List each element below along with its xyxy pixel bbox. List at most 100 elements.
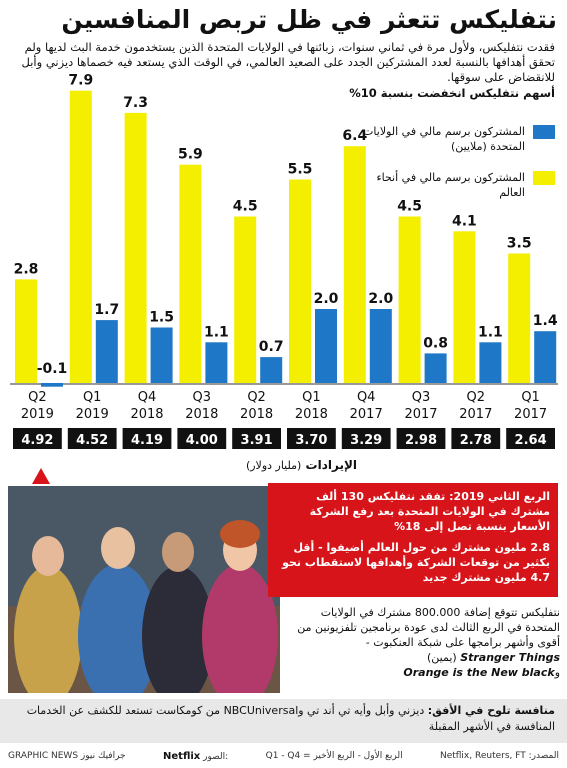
tick-label-quarter: Q3 (193, 390, 212, 405)
tick-label-year: 2017 (514, 407, 547, 422)
forecast-show-2: Orange is the New black (403, 666, 555, 679)
bar-global (453, 231, 476, 383)
tick-label-year: 2019 (21, 407, 54, 422)
bar-label-us: 0.7 (259, 339, 284, 355)
bar-us (95, 320, 118, 383)
horizon-note: منافسة تلوح في الأفق: ديزني وأبل وأيه تي… (0, 699, 567, 743)
revenue-unit: (مليار دولار) (245, 459, 302, 472)
revenue-cell (451, 428, 501, 449)
bar-global (289, 179, 311, 383)
bar-us (315, 309, 337, 383)
alert-pointer (32, 468, 50, 484)
alert-box: الربع الثاني 2019: تفقد نتفليكس 130 ألف … (268, 483, 558, 597)
revenue-value: 2.78 (460, 433, 492, 448)
bar-us (534, 331, 557, 383)
bar-us (205, 342, 228, 383)
bar-label-us: 0.8 (423, 335, 448, 351)
footer-agency: GRAPHIC NEWS جرافيك نيوز (8, 751, 126, 761)
bar-label-us: 1.5 (149, 310, 174, 326)
bar-us (424, 353, 447, 383)
revenue-value: 4.19 (131, 433, 163, 448)
forecast-note: نتفليكس تتوقع إضافة 800.000 مشترك في الو… (290, 605, 560, 680)
revenue-value: 4.00 (186, 433, 218, 448)
tick-label-year: 2018 (240, 407, 273, 422)
revenue-value: 4.52 (76, 433, 108, 448)
revenue-cell (396, 428, 446, 449)
revenue-value: 3.29 (350, 433, 382, 448)
tick-label-quarter: Q3 (412, 390, 431, 405)
tick-label-quarter: Q1 (302, 390, 321, 405)
forecast-show-2-prefix: و (554, 666, 560, 679)
bar-global (343, 146, 366, 383)
tick-label-quarter: Q2 (247, 390, 266, 405)
bar-label-global: 4.5 (397, 199, 422, 215)
legend-label-us: المشتركون برسم مالي في الولايات المتحدة … (363, 125, 525, 153)
tick-label-year: 2018 (185, 407, 218, 422)
bar-global (398, 216, 421, 383)
bar-us (41, 383, 63, 387)
footer-quarter-note: Q1 - Q4 = الربع الأول - الربع الأخير (265, 751, 403, 761)
tick-label-year: 2018 (130, 407, 163, 422)
alert-paragraph-1: الربع الثاني 2019: تفقد نتفليكس 130 ألف … (309, 490, 550, 533)
revenue-cell (122, 428, 172, 449)
bar-label-global: 7.9 (68, 73, 93, 89)
bar-us (479, 342, 502, 383)
horizon-label: منافسة تلوح في الأفق: (427, 704, 555, 717)
revenue-cell (506, 428, 555, 449)
tick-label-quarter: Q4 (357, 390, 376, 405)
bar-label-global: 6.4 (342, 128, 367, 144)
bar-label-global: 5.5 (288, 162, 313, 178)
bar-label-us: 2.0 (368, 291, 393, 307)
footer: GRAPHIC NEWS جرافيك نيوز Netflix الصور: … (8, 747, 559, 765)
revenue-cell (13, 428, 62, 449)
bar-global (69, 90, 92, 383)
bar-label-us: 1.1 (478, 324, 503, 340)
tick-label-quarter: Q2 (467, 390, 486, 405)
legend-label-global: المشتركون برسم مالي في أنحاء العالم (376, 171, 525, 199)
legend-swatch-global (533, 171, 555, 185)
revenue-value: 2.64 (515, 433, 547, 448)
forecast-show-1: Stranger Things (460, 651, 560, 664)
legend-swatch-us (533, 125, 555, 139)
bar-label-us: 1.7 (94, 302, 119, 318)
subscriber-bar-chart: 2.8 -0.1 Q2 2019 4.92 7.9 1.7 Q1 2019 4.52 7.3 1.5 Q… (10, 73, 558, 449)
tick-label-year: 2017 (459, 407, 492, 422)
footer-photo-label: الصور: (203, 751, 229, 762)
revenue-value: 4.92 (21, 433, 53, 448)
bar-global (15, 279, 37, 383)
bar-label-us: 1.4 (533, 313, 558, 329)
tick-label-year: 2017 (404, 407, 437, 422)
revenue-value: 3.91 (241, 433, 273, 448)
bar-global (234, 216, 257, 383)
tick-label-year: 2017 (350, 407, 383, 422)
tick-label-year: 2019 (76, 407, 109, 422)
bar-label-global: 7.3 (123, 95, 148, 111)
tick-label-quarter: Q2 (28, 390, 47, 405)
bar-label-global: 2.8 (14, 261, 39, 277)
tick-label-quarter: Q1 (83, 390, 102, 405)
revenue-title-label: الإيرادات (305, 458, 357, 472)
bar-us (369, 309, 392, 383)
legend-global: المشتركون برسم مالي في أنحاء العالم (355, 170, 555, 200)
footer-photo-credit: Netflix الصور: (163, 751, 228, 762)
photo-illustration (8, 486, 280, 693)
bar-global (508, 253, 531, 383)
bar-label-us: -0.1 (37, 361, 68, 377)
horizon-text: ديزني وأبل وأيه تي أند تي وNBCUniversal … (26, 704, 555, 733)
tick-label-quarter: Q1 (521, 390, 540, 405)
chart-baseline (10, 383, 558, 385)
tick-label-year: 2018 (295, 407, 328, 422)
revenue-cell (287, 428, 336, 449)
bar-label-us: 1.1 (204, 324, 229, 340)
tick-label-quarter: Q4 (138, 390, 157, 405)
revenue-cell (232, 428, 281, 449)
footer-source: المصدر: Netflix, Reuters, FT (439, 751, 559, 761)
bar-label-global: 4.1 (452, 213, 477, 229)
revenue-cell (177, 428, 227, 449)
revenue-cell (67, 428, 117, 449)
intro-text: فقدت نتفليكس، ولأول مرة في ثماني سنوات، … (15, 40, 556, 101)
bar-label-us: 2.0 (314, 291, 339, 307)
alert-paragraph-2: 2.8 مليون مشترك من حول العالم أضيفوا - أ… (282, 541, 550, 584)
footer-photo-source: Netflix (163, 750, 201, 762)
forecast-text: نتفليكس تتوقع إضافة 800.000 مشترك في الو… (297, 606, 560, 649)
